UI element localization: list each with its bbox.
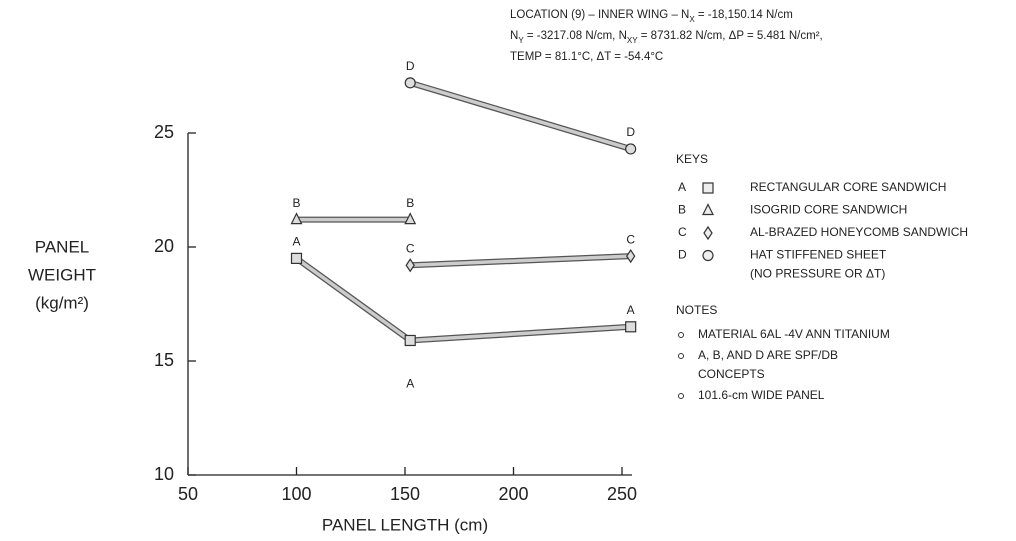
- note-bullet: [678, 353, 684, 359]
- legend-label: AL-BRAZED HONEYCOMB SANDWICH: [750, 225, 968, 239]
- annotation: NY = -3217.08 N/cm, NXY = 8731.82 N/cm, …: [510, 30, 823, 45]
- x-tick-label: 150: [390, 484, 420, 504]
- note-text: MATERIAL 6AL -4V ANN TITANIUM: [698, 327, 890, 341]
- point: [405, 258, 415, 273]
- point-label: D: [406, 59, 415, 73]
- x-axis-label: PANEL LENGTH (cm): [322, 515, 488, 534]
- point-label: B: [406, 196, 414, 210]
- point-label: B: [292, 196, 300, 210]
- legend-symbol: [702, 182, 714, 194]
- x-tick-label: 100: [281, 484, 311, 504]
- legend-label: (NO PRESSURE OR ΔT): [750, 267, 885, 281]
- annotation: LOCATION (9) – INNER WING – NX = -18,150…: [510, 9, 793, 24]
- point-label: C: [626, 232, 635, 246]
- y-axis-label: PANEL: [35, 237, 90, 256]
- point-label: A: [406, 377, 414, 391]
- note-bullet: [678, 332, 684, 338]
- note-bullet: [678, 393, 684, 399]
- legend-letter: B: [678, 203, 686, 217]
- series-line: [409, 81, 632, 151]
- x-tick-label: 50: [178, 484, 198, 504]
- point: [625, 249, 636, 264]
- point: [625, 321, 637, 333]
- legend-symbol: [702, 249, 714, 262]
- annotation-part: Y: [518, 36, 524, 45]
- point: [290, 252, 303, 264]
- legend-letter: D: [678, 248, 687, 262]
- legend-letter: C: [678, 225, 687, 239]
- y-tick-label: 10: [154, 464, 174, 484]
- legend-title: KEYS: [676, 152, 708, 166]
- note-text: CONCEPTS: [698, 367, 765, 381]
- legend-symbol: [703, 225, 713, 241]
- x-tick-label: 200: [498, 484, 528, 504]
- annotation-part: LOCATION (9) – INNER WING – N: [510, 9, 689, 21]
- legend-letter: A: [678, 180, 686, 194]
- point-label: A: [627, 303, 635, 317]
- annotation-part: XY: [627, 36, 638, 45]
- annotation-part: = 8731.82 N/cm, ΔP = 5.481 N/cm²,: [638, 30, 823, 42]
- point: [404, 212, 417, 225]
- notes-title: NOTES: [676, 303, 717, 317]
- series-line: [410, 254, 631, 267]
- legend-label: ISOGRID CORE SANDWICH: [750, 203, 907, 217]
- y-tick-label: 25: [154, 122, 174, 142]
- y-tick-label: 20: [154, 236, 174, 256]
- annotation-part: X: [689, 15, 695, 24]
- point: [625, 143, 637, 155]
- point: [404, 77, 416, 89]
- y-tick-label: 15: [154, 350, 174, 370]
- point-label: C: [406, 241, 415, 255]
- annotation: TEMP = 81.1°C, ΔT = -54.4°C: [510, 51, 663, 63]
- note-text: 101.6-cm WIDE PANEL: [698, 388, 825, 402]
- y-axis-label: (kg/m²): [35, 293, 89, 312]
- annotation-part: N: [510, 30, 518, 42]
- point-label: A: [292, 235, 300, 249]
- x-tick-label: 250: [607, 484, 637, 504]
- y-axis-label: WEIGHT: [28, 265, 96, 284]
- annotation-part: TEMP = 81.1°C, ΔT = -54.4°C: [510, 51, 663, 63]
- point: [404, 334, 416, 347]
- series-line: [295, 256, 631, 343]
- annotation-part: = -18,150.14 N/cm: [695, 9, 793, 21]
- note-text: A, B, AND D ARE SPF/DB: [698, 348, 838, 362]
- legend-symbol: [702, 203, 714, 216]
- annotation-part: = -3217.08 N/cm, N: [524, 30, 627, 42]
- point-label: D: [626, 125, 635, 139]
- legend-label: HAT STIFFENED SHEET: [750, 248, 887, 262]
- legend-label: RECTANGULAR CORE SANDWICH: [750, 180, 946, 194]
- point: [290, 212, 303, 225]
